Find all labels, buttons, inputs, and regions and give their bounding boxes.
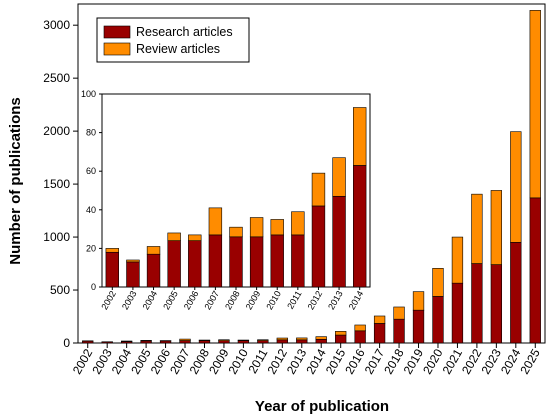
inset-bar-review-2009	[249, 217, 264, 238]
main-bar-review-2019	[412, 291, 425, 311]
main-bar-research-2009	[218, 340, 230, 344]
main-bar-research-2017	[373, 323, 386, 344]
inset-bar-research-2008	[229, 236, 243, 288]
inset-bar-research-2013	[332, 195, 346, 288]
main-y-tick-label-3000: 3000	[43, 18, 70, 32]
inset-bar-review-2004	[146, 246, 161, 255]
inset-y-tick-label-80: 80	[86, 128, 96, 138]
main-bar-review-2013	[296, 337, 308, 341]
main-bar-research-2025	[529, 197, 541, 344]
main-bar-review-2024	[510, 131, 522, 243]
inset-bar-review-2008	[229, 226, 243, 238]
inset-y-tick-label-20: 20	[86, 243, 96, 253]
main-bar-review-2014	[315, 336, 327, 340]
main-bar-research-2013	[296, 339, 308, 344]
inset-y-tick-label-0: 0	[91, 282, 96, 292]
main-bar-review-2011	[257, 339, 269, 341]
legend-label-review: Review articles	[136, 42, 220, 56]
main-bar-review-2018	[393, 306, 405, 320]
inset-bar-review-2006	[188, 234, 202, 241]
inset-plot: 2002 2003 2004 2005 2006 2007 2008 2009 2010 2011…	[81, 89, 371, 311]
inset-bar-review-2003	[126, 259, 140, 263]
main-x-tick-label-2010: 2010	[226, 346, 252, 376]
inset-bar-review-2007	[208, 207, 223, 236]
inset-bar-research-2002	[105, 251, 119, 288]
main-bar-review-2016	[354, 324, 366, 332]
main-bar-research-2005	[140, 340, 152, 344]
main-bar-research-2023	[490, 264, 503, 344]
inset-bar-review-2014	[353, 107, 367, 166]
main-bar-research-2022	[471, 263, 483, 344]
inset-bar-research-2005	[167, 240, 181, 288]
main-bar-research-2012	[276, 339, 288, 344]
main-y-tick-label-500: 500	[50, 283, 70, 297]
main-bar-review-2020	[432, 268, 444, 297]
inset-bar-research-2003	[126, 261, 140, 288]
inset-bar-research-2010	[270, 234, 284, 288]
main-bar-research-2020	[432, 296, 444, 344]
inset-bar-research-2006	[188, 240, 202, 288]
x-axis-title: Year of publication	[255, 398, 389, 415]
main-bar-research-2018	[393, 318, 405, 344]
main-bar-review-2010	[237, 339, 250, 341]
inset-bar-research-2007	[208, 234, 223, 288]
main-bar-review-2022	[471, 193, 483, 264]
main-bar-research-2016	[354, 330, 366, 344]
inset-bar-research-2004	[146, 253, 161, 288]
inset-bar-review-2011	[291, 211, 305, 236]
main-x-tick-label-2025: 2025	[517, 346, 543, 376]
main-bar-research-2014	[315, 338, 327, 344]
inset-bar-review-2005	[167, 232, 181, 241]
main-bar-research-2007	[179, 340, 191, 344]
main-bar-research-2015	[335, 334, 347, 344]
main-y-tick-label-1000: 1000	[43, 230, 70, 244]
main-bar-review-2008	[198, 339, 211, 341]
main-bar-review-2005	[140, 340, 152, 342]
main-bar-review-2009	[218, 339, 230, 341]
main-bar-research-2010	[237, 340, 250, 344]
inset-bar-research-2009	[249, 236, 264, 288]
y-axis-title: Number of publications	[7, 97, 24, 265]
main-bar-review-2012	[276, 337, 288, 341]
main-bar-research-2011	[257, 340, 269, 344]
main-bar-research-2024	[510, 242, 522, 344]
main-y-tick-label-2000: 2000	[43, 124, 70, 138]
main-y-tick-label-2500: 2500	[43, 71, 70, 85]
main-y-tick-label-1500: 1500	[43, 177, 70, 191]
legend-swatch-review	[103, 42, 131, 56]
main-bar-research-2021	[451, 282, 464, 344]
inset-y-tick-label-100: 100	[81, 89, 96, 99]
inset-bar-review-2002	[105, 248, 119, 253]
main-bar-research-2019	[412, 309, 425, 344]
legend-label-research: Research articles	[136, 25, 233, 39]
main-bar-review-2007	[179, 338, 191, 341]
main-bar-research-2006	[159, 340, 172, 344]
inset-bar-research-2011	[291, 234, 305, 288]
main-bar-review-2017	[373, 315, 386, 324]
inset-y-tick-label-40: 40	[86, 205, 96, 215]
inset-bar-review-2010	[270, 219, 284, 236]
inset-bar-review-2013	[332, 157, 346, 197]
main-bar-research-2008	[198, 340, 211, 344]
main-bar-review-2023	[490, 190, 503, 265]
main-bar-review-2004	[120, 340, 133, 342]
main-bar-review-2025	[529, 10, 541, 199]
inset-bar-review-2012	[311, 172, 326, 207]
main-bar-review-2021	[451, 236, 464, 284]
legend: Research articles Review articles	[96, 17, 250, 63]
inset-y-tick-label-60: 60	[86, 166, 96, 176]
main-y-tick-label-0: 0	[63, 336, 70, 350]
inset-bar-research-2012	[311, 205, 326, 288]
legend-swatch-research	[103, 25, 131, 39]
main-bar-review-2015	[335, 331, 347, 336]
inset-bar-research-2014	[353, 165, 367, 288]
